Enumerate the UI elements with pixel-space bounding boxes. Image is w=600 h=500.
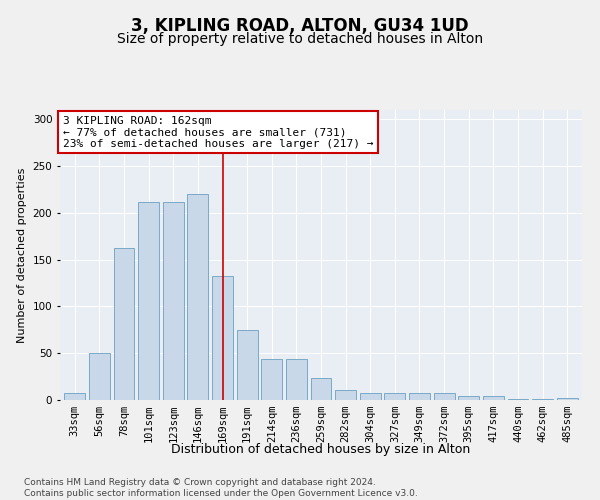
- Bar: [532, 399, 553, 400]
- Bar: [311, 378, 331, 400]
- Y-axis label: Number of detached properties: Number of detached properties: [17, 168, 27, 342]
- Text: Size of property relative to detached houses in Alton: Size of property relative to detached ho…: [117, 32, 483, 46]
- Text: Contains HM Land Registry data © Crown copyright and database right 2024.
Contai: Contains HM Land Registry data © Crown c…: [24, 478, 418, 498]
- Bar: [163, 202, 184, 400]
- Bar: [458, 396, 479, 400]
- Bar: [64, 394, 85, 400]
- Bar: [138, 202, 159, 400]
- Bar: [212, 276, 233, 400]
- Bar: [261, 359, 282, 400]
- Text: 3, KIPLING ROAD, ALTON, GU34 1UD: 3, KIPLING ROAD, ALTON, GU34 1UD: [131, 18, 469, 36]
- Bar: [557, 398, 578, 400]
- Bar: [335, 390, 356, 400]
- Bar: [360, 392, 381, 400]
- Bar: [236, 330, 257, 400]
- Bar: [409, 394, 430, 400]
- Bar: [89, 353, 110, 400]
- Text: 3 KIPLING ROAD: 162sqm
← 77% of detached houses are smaller (731)
23% of semi-de: 3 KIPLING ROAD: 162sqm ← 77% of detached…: [62, 116, 373, 149]
- Text: Distribution of detached houses by size in Alton: Distribution of detached houses by size …: [172, 442, 470, 456]
- Bar: [286, 359, 307, 400]
- Bar: [187, 194, 208, 400]
- Bar: [385, 392, 406, 400]
- Bar: [113, 248, 134, 400]
- Bar: [434, 394, 455, 400]
- Bar: [508, 399, 529, 400]
- Bar: [483, 396, 504, 400]
